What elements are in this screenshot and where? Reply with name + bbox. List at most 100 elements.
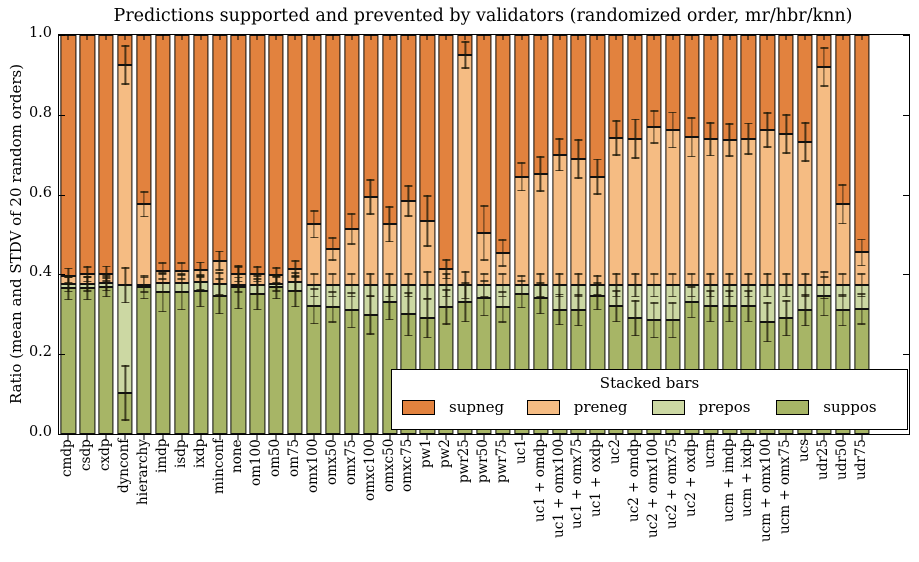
- error-bar-cap: [404, 273, 413, 275]
- error-bar-cap: [763, 340, 772, 343]
- error-bar-cap: [196, 261, 205, 264]
- x-tick-label: om50: [267, 439, 284, 478]
- x-tick-bottom: [521, 435, 523, 440]
- error-bar-cap: [461, 41, 470, 43]
- error-bar: [838, 184, 847, 225]
- error-bar-cap: [121, 267, 130, 269]
- segment-preneg: [703, 139, 719, 286]
- segment-preneg: [816, 66, 832, 286]
- x-tick-label: pwr50: [475, 439, 491, 483]
- segment-preneg: [665, 129, 681, 286]
- error-bar-cap: [687, 273, 696, 275]
- segment-suppos: [79, 288, 95, 434]
- y-tick-left: [59, 354, 65, 356]
- error-bar: [461, 41, 470, 69]
- plot-area: [58, 34, 910, 440]
- error-bar-cap: [612, 120, 621, 122]
- error-bar-cap: [121, 83, 130, 85]
- error-bar-cap: [631, 334, 640, 337]
- error-bar-cap: [102, 295, 111, 298]
- x-tick-top: [766, 35, 768, 40]
- error-bar: [555, 273, 564, 298]
- x-tick-label: pw1: [418, 439, 435, 468]
- x-tick-top: [370, 35, 372, 40]
- error-bar-cap: [498, 273, 507, 275]
- error-bar-cap: [366, 333, 375, 336]
- x-tick-top: [143, 35, 145, 40]
- error-bar-cap: [631, 295, 640, 298]
- error-bar-cap: [668, 336, 677, 339]
- error-bar-cap: [763, 273, 772, 275]
- error-bar-cap: [536, 190, 545, 192]
- error-bar: [366, 273, 375, 298]
- legend-items: supneg preneg prepos suppos: [392, 392, 907, 416]
- error-bar-cap: [328, 259, 337, 261]
- stacked-bar-minconf: [211, 35, 228, 434]
- error-bar: [612, 120, 621, 156]
- x-tick-top: [861, 35, 863, 40]
- error-bar: [366, 295, 375, 336]
- y-tick-left: [59, 434, 65, 435]
- y-tick-label: 0.8: [28, 104, 52, 121]
- y-tick-left: [59, 114, 65, 116]
- error-bar-cap: [650, 273, 658, 275]
- segment-supneg: [363, 35, 379, 197]
- segment-preneg: [627, 138, 643, 286]
- error-bar-cap: [423, 195, 432, 197]
- error-bar-cap: [158, 291, 167, 294]
- error-bar-cap: [593, 293, 602, 296]
- error-bar: [782, 300, 791, 337]
- x-tick-bottom: [181, 435, 183, 440]
- error-bar: [555, 137, 564, 172]
- error-bar: [517, 161, 526, 192]
- segment-suppos: [211, 296, 228, 434]
- error-bar: [574, 273, 583, 298]
- x-tick-label: ucm + omx100: [758, 439, 775, 543]
- error-bar: [668, 273, 677, 298]
- error-bar: [782, 273, 791, 298]
- error-bar-cap: [687, 117, 696, 119]
- error-bar: [668, 302, 677, 339]
- error-bar-cap: [838, 324, 847, 327]
- x-tick-label: om100: [248, 439, 265, 486]
- segment-suppos: [98, 287, 114, 434]
- error-bar-cap: [517, 275, 526, 277]
- x-tick-bottom: [691, 435, 693, 440]
- x-tick-top: [162, 35, 164, 40]
- error-bar: [385, 273, 394, 298]
- error-bar-cap: [668, 295, 677, 298]
- error-bar-cap: [404, 215, 413, 217]
- stacked-bar-om50: [268, 35, 284, 434]
- x-tick-top: [559, 35, 561, 40]
- x-tick-bottom: [747, 435, 749, 440]
- x-tick-top: [275, 35, 277, 40]
- x-tick-bottom: [804, 435, 806, 440]
- error-bar-cap: [328, 236, 337, 239]
- x-tick-label: uc2 + omdp: [626, 439, 643, 522]
- x-tick-bottom: [389, 435, 391, 440]
- segment-supneg: [174, 35, 190, 272]
- error-bar-cap: [442, 277, 451, 280]
- x-tick-bottom: [559, 435, 561, 440]
- error-bar: [498, 238, 507, 267]
- error-bar-cap: [291, 290, 300, 293]
- error-bar-cap: [763, 112, 772, 114]
- error-bar-cap: [763, 302, 772, 304]
- error-bar-cap: [725, 155, 734, 157]
- x-tick-label: minconf: [210, 439, 227, 495]
- x-tick-top: [653, 35, 655, 40]
- error-bar-cap: [857, 273, 866, 275]
- error-bar-cap: [480, 259, 488, 261]
- error-bar: [310, 210, 318, 239]
- error-bar-cap: [215, 294, 224, 296]
- x-tick-top: [67, 35, 69, 40]
- error-bar-cap: [253, 308, 262, 311]
- error-bar-cap: [480, 295, 488, 298]
- error-bar-cap: [744, 122, 753, 125]
- segment-supneg: [325, 35, 341, 249]
- x-tick-label: om75: [286, 439, 303, 478]
- error-bar-cap: [215, 272, 224, 274]
- x-tick-top: [842, 35, 844, 40]
- error-bar: [480, 273, 488, 298]
- segment-supneg: [136, 35, 152, 205]
